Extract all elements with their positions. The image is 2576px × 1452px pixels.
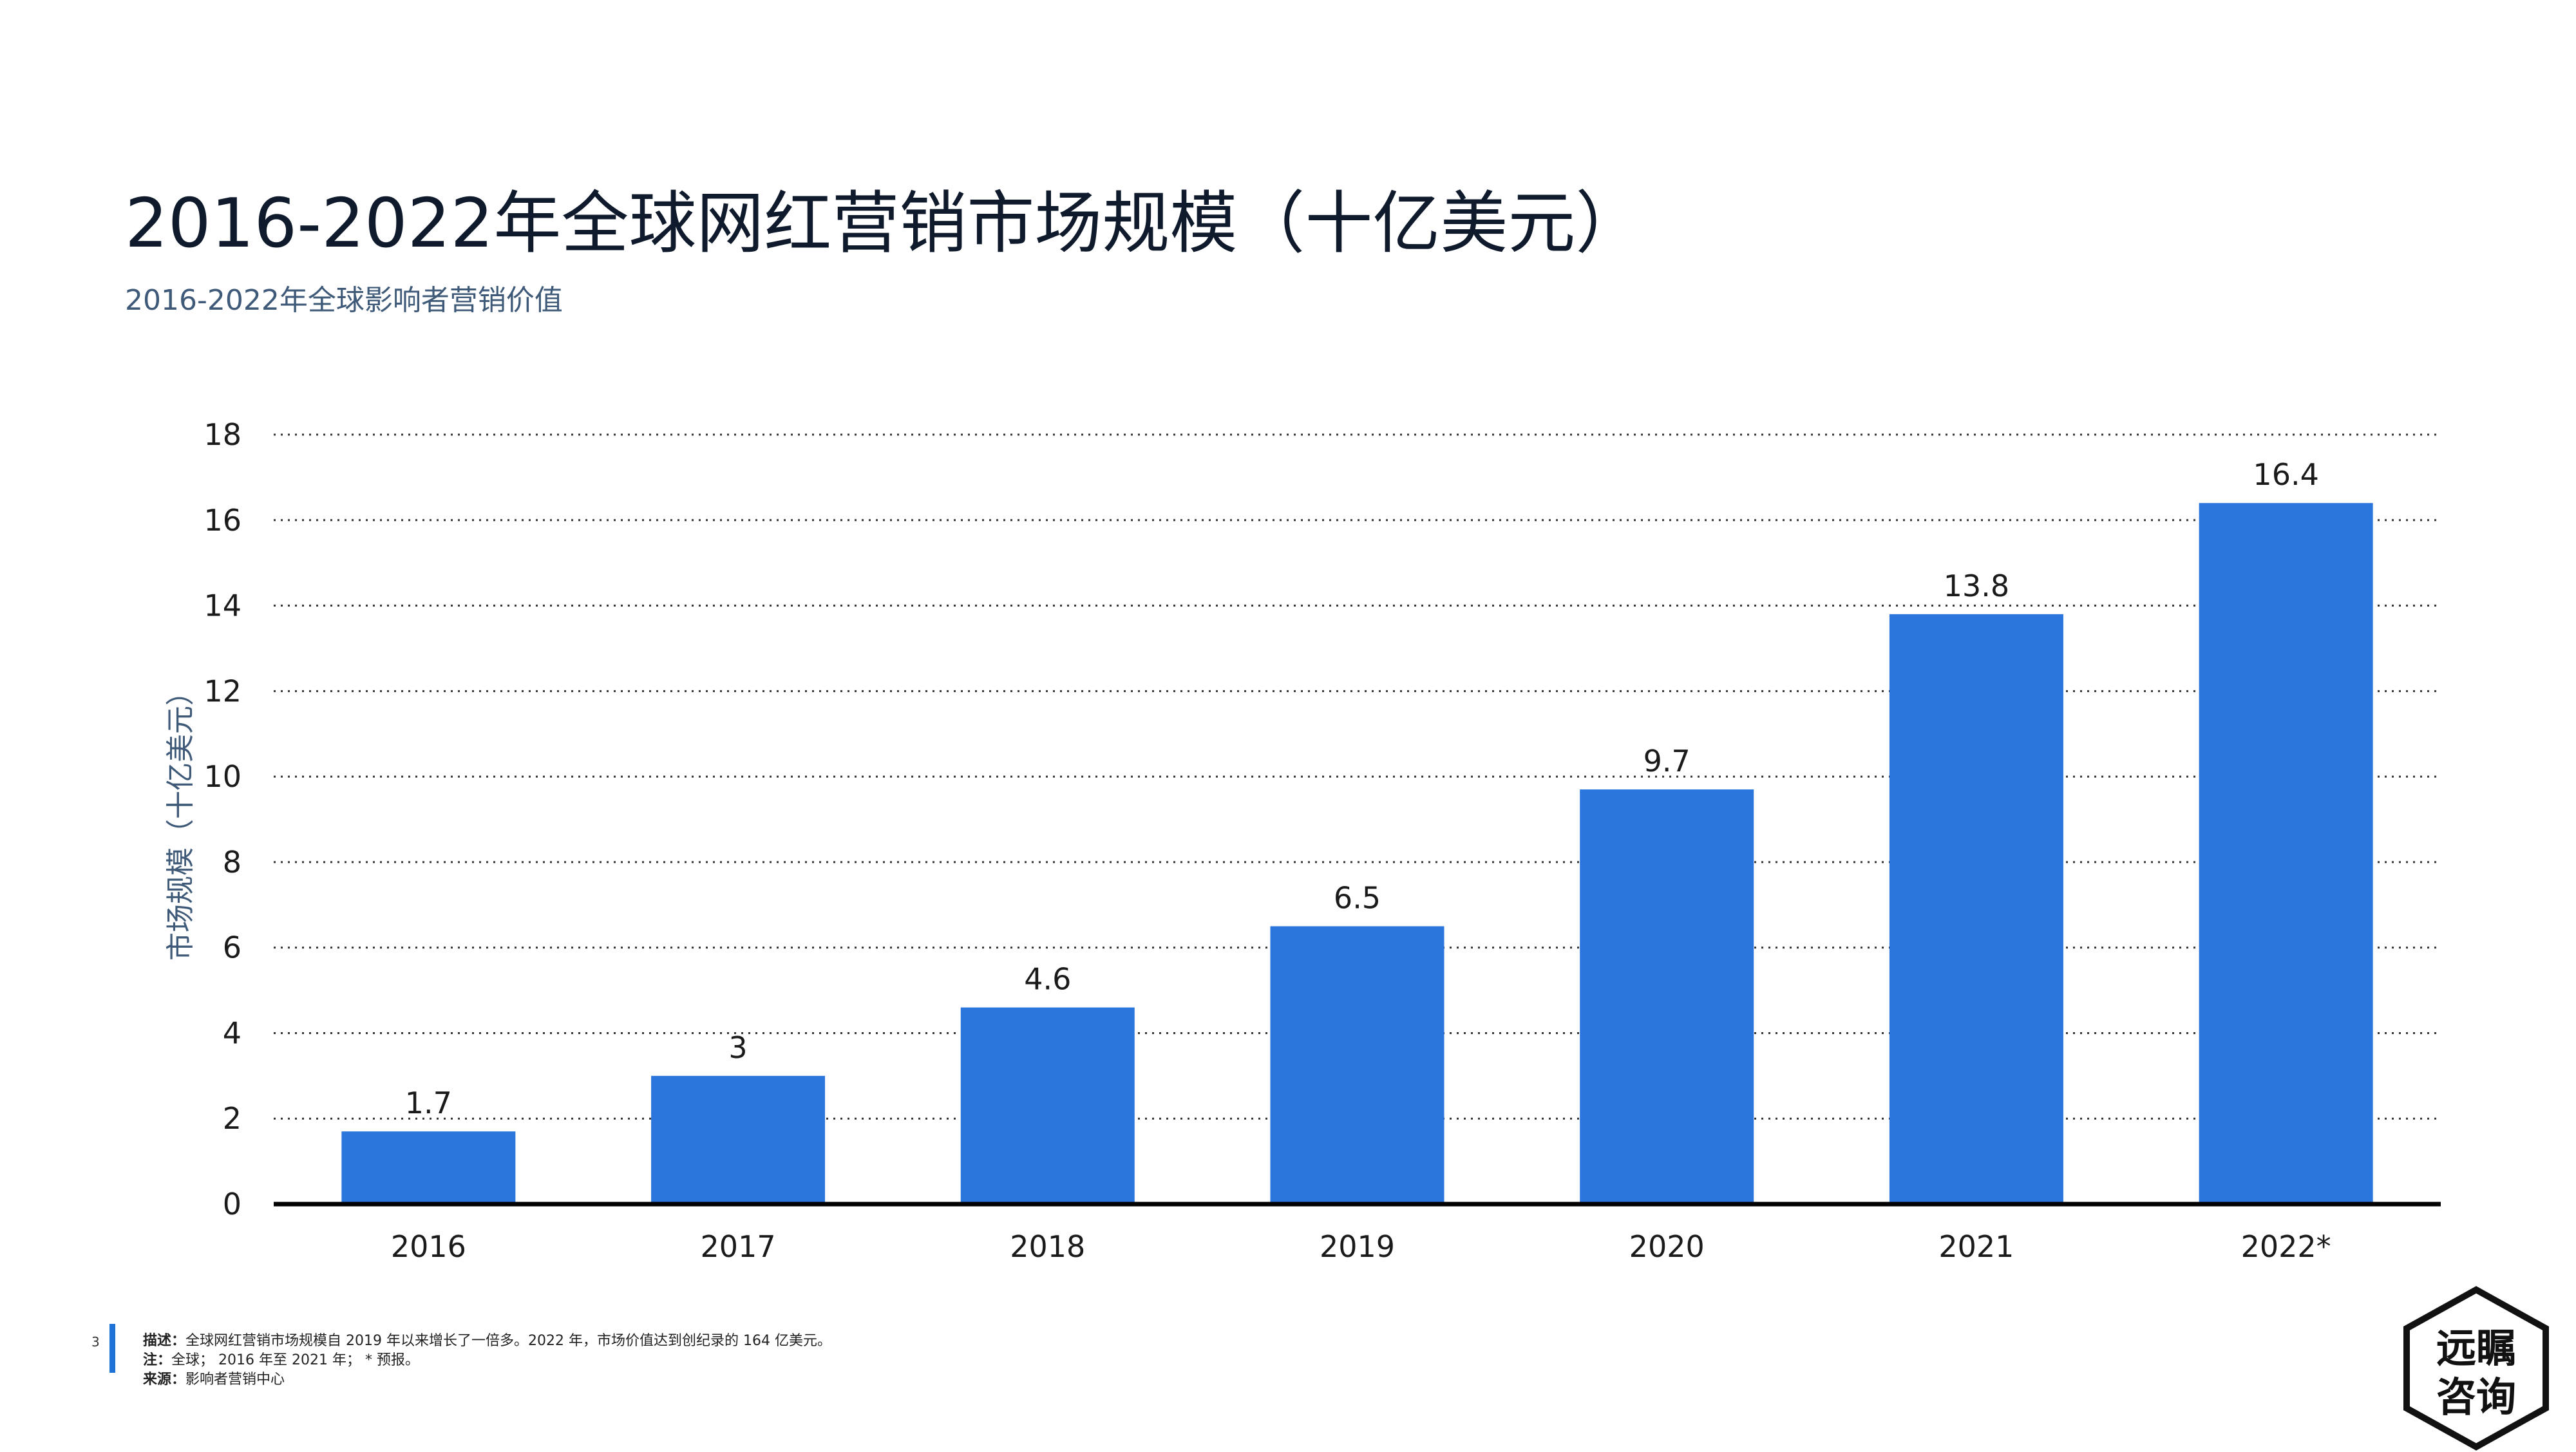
y-tick-label: 8 [223,845,242,880]
x-tick-label: 2016 [391,1229,466,1264]
bar [1270,926,1444,1204]
bar [1889,614,2063,1204]
data-label: 9.7 [1643,744,1690,778]
footnote-accent-bar [109,1324,115,1373]
bar [341,1131,516,1204]
data-label: 16.4 [2253,457,2318,492]
description-label: 描述： [143,1333,186,1349]
footnotes: 描述：全球网红营销市场规模自 2019 年以来增长了一倍多。2022 年，市场价… [143,1332,831,1390]
x-tick-label: 2018 [1010,1229,1085,1264]
description-note: 描述：全球网红营销市场规模自 2019 年以来增长了一倍多。2022 年，市场价… [143,1332,831,1351]
source-text: 影响者营销中心 [185,1372,285,1388]
data-label: 13.8 [1944,569,2009,603]
bar [960,1007,1135,1204]
x-tick-label: 2022* [2241,1229,2331,1264]
x-tick-label: 2017 [701,1229,776,1264]
logo-text-line2: 咨询 [2436,1373,2516,1420]
y-tick-label: 0 [223,1187,242,1221]
page-title: 2016-2022年全球网红营销市场规模（十亿美元） [125,184,1643,263]
note-label: 注： [143,1352,172,1368]
data-label: 6.5 [1334,880,1381,915]
y-tick-label: 6 [223,930,242,965]
bar [1580,789,1754,1204]
x-tick-label: 2021 [1938,1229,2014,1264]
source-note: 来源：影响者营销中心 [143,1370,831,1390]
x-tick-label: 2019 [1320,1229,1395,1264]
description-text: 全球网红营销市场规模自 2019 年以来增长了一倍多。2022 年，市场价值达到… [185,1333,831,1349]
note-line: 注：全球； 2016 年至 2021 年； * 预报。 [143,1351,831,1370]
x-tick-label: 2020 [1629,1229,1705,1264]
y-axis-label: 市场规模（十亿美元） [164,677,197,961]
y-tick-label: 18 [204,417,242,452]
page-number: 3 [91,1334,100,1350]
y-tick-label: 2 [223,1101,242,1136]
y-tick-label: 10 [204,759,242,794]
data-label: 4.6 [1024,962,1071,997]
bar [651,1075,826,1204]
note-text: 全球； 2016 年至 2021 年； * 预报。 [171,1352,419,1368]
y-tick-label: 12 [204,674,242,708]
logo-hexagon [2403,1286,2549,1451]
source-label: 来源： [143,1372,186,1388]
page-subtitle: 2016-2022年全球影响者营销价值 [125,284,563,317]
y-tick-label: 16 [204,503,242,538]
y-tick-label: 14 [204,589,242,623]
bar [2199,503,2373,1205]
company-logo: 远瞩 咨询 [2403,1286,2549,1451]
data-label: 1.7 [405,1086,452,1120]
logo-text-line1: 远瞩 [2436,1325,2516,1372]
data-label: 3 [728,1030,747,1065]
y-tick-label: 4 [223,1015,242,1050]
